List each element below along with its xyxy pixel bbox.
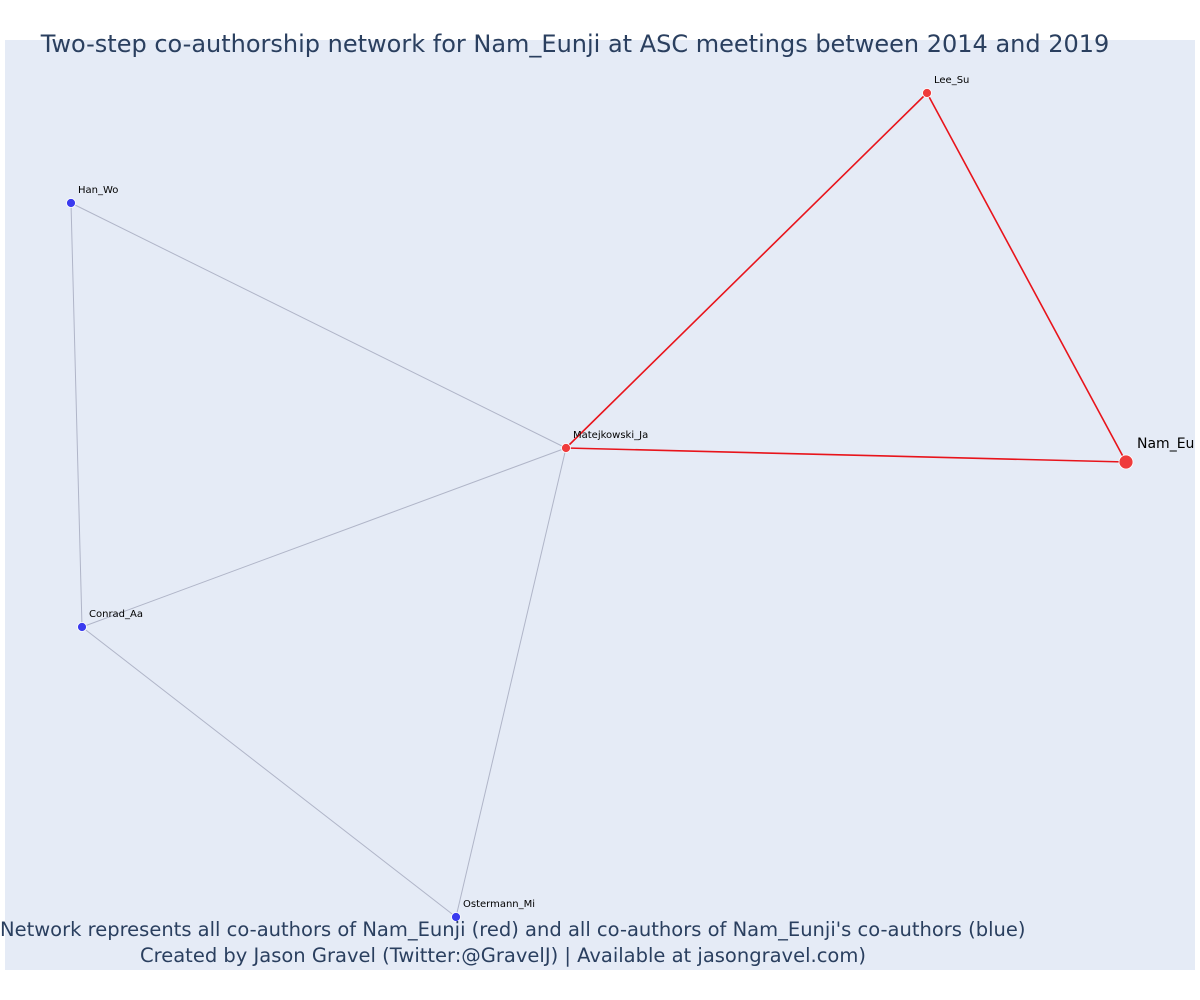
nodes-layer xyxy=(66,88,1134,922)
edge-lee-mat xyxy=(565,92,928,449)
caption-line-2: Created by Jason Gravel (Twitter:@Gravel… xyxy=(140,944,866,967)
edge-han-mat xyxy=(70,202,567,449)
node-label-han: Han_Wo xyxy=(78,185,118,196)
node-nam[interactable] xyxy=(1118,454,1134,470)
caption-line-1: Network represents all co-authors of Nam… xyxy=(0,918,1026,941)
node-con[interactable] xyxy=(77,622,87,632)
edge-han-con xyxy=(70,202,83,628)
node-mat[interactable] xyxy=(561,443,571,453)
chart-title: Two-step co-authorship network for Nam_E… xyxy=(40,30,1110,58)
edge-con-mat xyxy=(81,447,567,628)
node-label-ost: Ostermann_Mi xyxy=(463,899,535,910)
edges-layer xyxy=(70,92,1127,918)
node-ost[interactable] xyxy=(451,912,461,922)
edge-mat-nam xyxy=(565,447,1127,463)
node-label-lee: Lee_Su xyxy=(934,75,969,86)
node-label-con: Conrad_Aa xyxy=(89,609,143,620)
node-lee[interactable] xyxy=(922,88,932,98)
labels-layer: Nam_Eu Lee_Su Matejkowski_Ja Han_Wo Conrad_A… xyxy=(78,75,1194,910)
node-label-mat: Matejkowski_Ja xyxy=(573,430,648,441)
node-han[interactable] xyxy=(66,198,76,208)
edge-lee-nam xyxy=(926,92,1127,463)
edge-ost-mat xyxy=(455,447,567,918)
edge-con-ost xyxy=(81,626,457,918)
node-label-nam: Nam_Eu xyxy=(1137,436,1194,452)
plot-background xyxy=(5,40,1195,970)
